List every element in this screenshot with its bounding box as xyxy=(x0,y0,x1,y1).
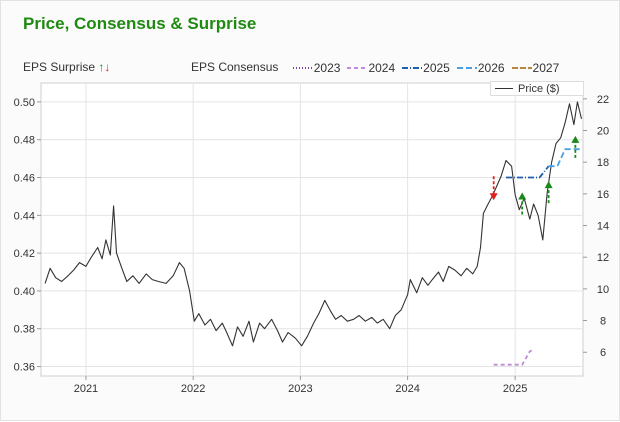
price-series-line xyxy=(44,101,583,347)
x-tick-label: 2024 xyxy=(395,383,419,395)
consensus-series-2025 xyxy=(506,165,550,179)
consensus-series-2024 xyxy=(493,348,535,366)
y-right-tick-label: 8 xyxy=(600,316,606,328)
legend-year-label: 2024 xyxy=(368,61,396,75)
price-legend: Price ($) xyxy=(490,81,584,96)
y-left-tick-label: 0.38 xyxy=(14,324,35,336)
up-arrow-icon: ↑ xyxy=(98,60,105,74)
x-tick-label: 2021 xyxy=(74,383,98,395)
y-left-tick-label: 0.46 xyxy=(14,173,35,185)
x-tick-label: 2023 xyxy=(288,383,312,395)
legend-year-2025: 2025 xyxy=(401,61,450,75)
price-line-swatch xyxy=(495,88,513,89)
y-left-tick-label: 0.50 xyxy=(14,97,35,109)
surprise-down-arrow-icon xyxy=(489,193,498,201)
y-left-tick-label: 0.44 xyxy=(14,210,35,222)
down-arrow-icon: ↓ xyxy=(104,60,111,74)
eps-surprise-legend: EPS Surprise ↑↓ xyxy=(23,60,110,74)
chart-title: Price, Consensus & Surprise xyxy=(23,14,257,33)
legend-year-2024: 2024 xyxy=(346,61,395,75)
surprise-up-arrow-icon xyxy=(571,135,580,143)
surprise-up-arrow-icon xyxy=(544,181,553,189)
legend-swatch-2027 xyxy=(511,67,532,69)
consensus-series-2026 xyxy=(548,148,582,168)
y-right-tick-label: 12 xyxy=(597,252,609,264)
x-tick-label: 2022 xyxy=(181,383,205,395)
y-right-tick-label: 14 xyxy=(597,221,609,233)
y-right-tick-label: 22 xyxy=(597,94,609,106)
legend-year-label: 2025 xyxy=(423,61,450,75)
legend-year-label: 2027 xyxy=(532,61,560,75)
eps-consensus-legend: EPS Consensus 2023 2024 2025 2026 2027 xyxy=(191,60,565,75)
y-left-tick-label: 0.42 xyxy=(14,248,35,260)
eps-consensus-label: EPS Consensus xyxy=(191,60,279,74)
legend-swatch-2025 xyxy=(402,67,423,69)
y-left-tick-label: 0.40 xyxy=(14,286,35,298)
price-legend-label: Price ($) xyxy=(518,82,560,95)
y-right-tick-label: 16 xyxy=(597,189,609,201)
legend-year-label: 2026 xyxy=(477,61,505,75)
legend-year-2023: 2023 xyxy=(292,61,341,75)
legend-year-2026: 2026 xyxy=(456,61,505,75)
plot-background xyxy=(40,82,584,377)
eps-surprise-label: EPS Surprise xyxy=(23,60,96,74)
y-right-tick-label: 6 xyxy=(600,347,606,359)
y-left-tick-label: 0.36 xyxy=(14,362,35,374)
legend-swatch-2026 xyxy=(456,67,477,69)
legend-year-2027: 2027 xyxy=(511,61,560,75)
x-tick-label: 2025 xyxy=(503,383,527,395)
legend-swatch-2023 xyxy=(292,67,313,69)
legend-swatch-2024 xyxy=(347,67,368,69)
y-right-tick-label: 20 xyxy=(597,126,609,138)
y-left-tick-label: 0.48 xyxy=(14,135,35,147)
surprise-up-arrow-icon xyxy=(518,192,527,200)
legend-year-label: 2023 xyxy=(313,61,341,75)
year-legend-items: 2023 2024 2025 2026 2027 xyxy=(292,60,566,75)
y-right-tick-label: 10 xyxy=(597,284,609,296)
y-right-tick-label: 18 xyxy=(597,157,609,169)
